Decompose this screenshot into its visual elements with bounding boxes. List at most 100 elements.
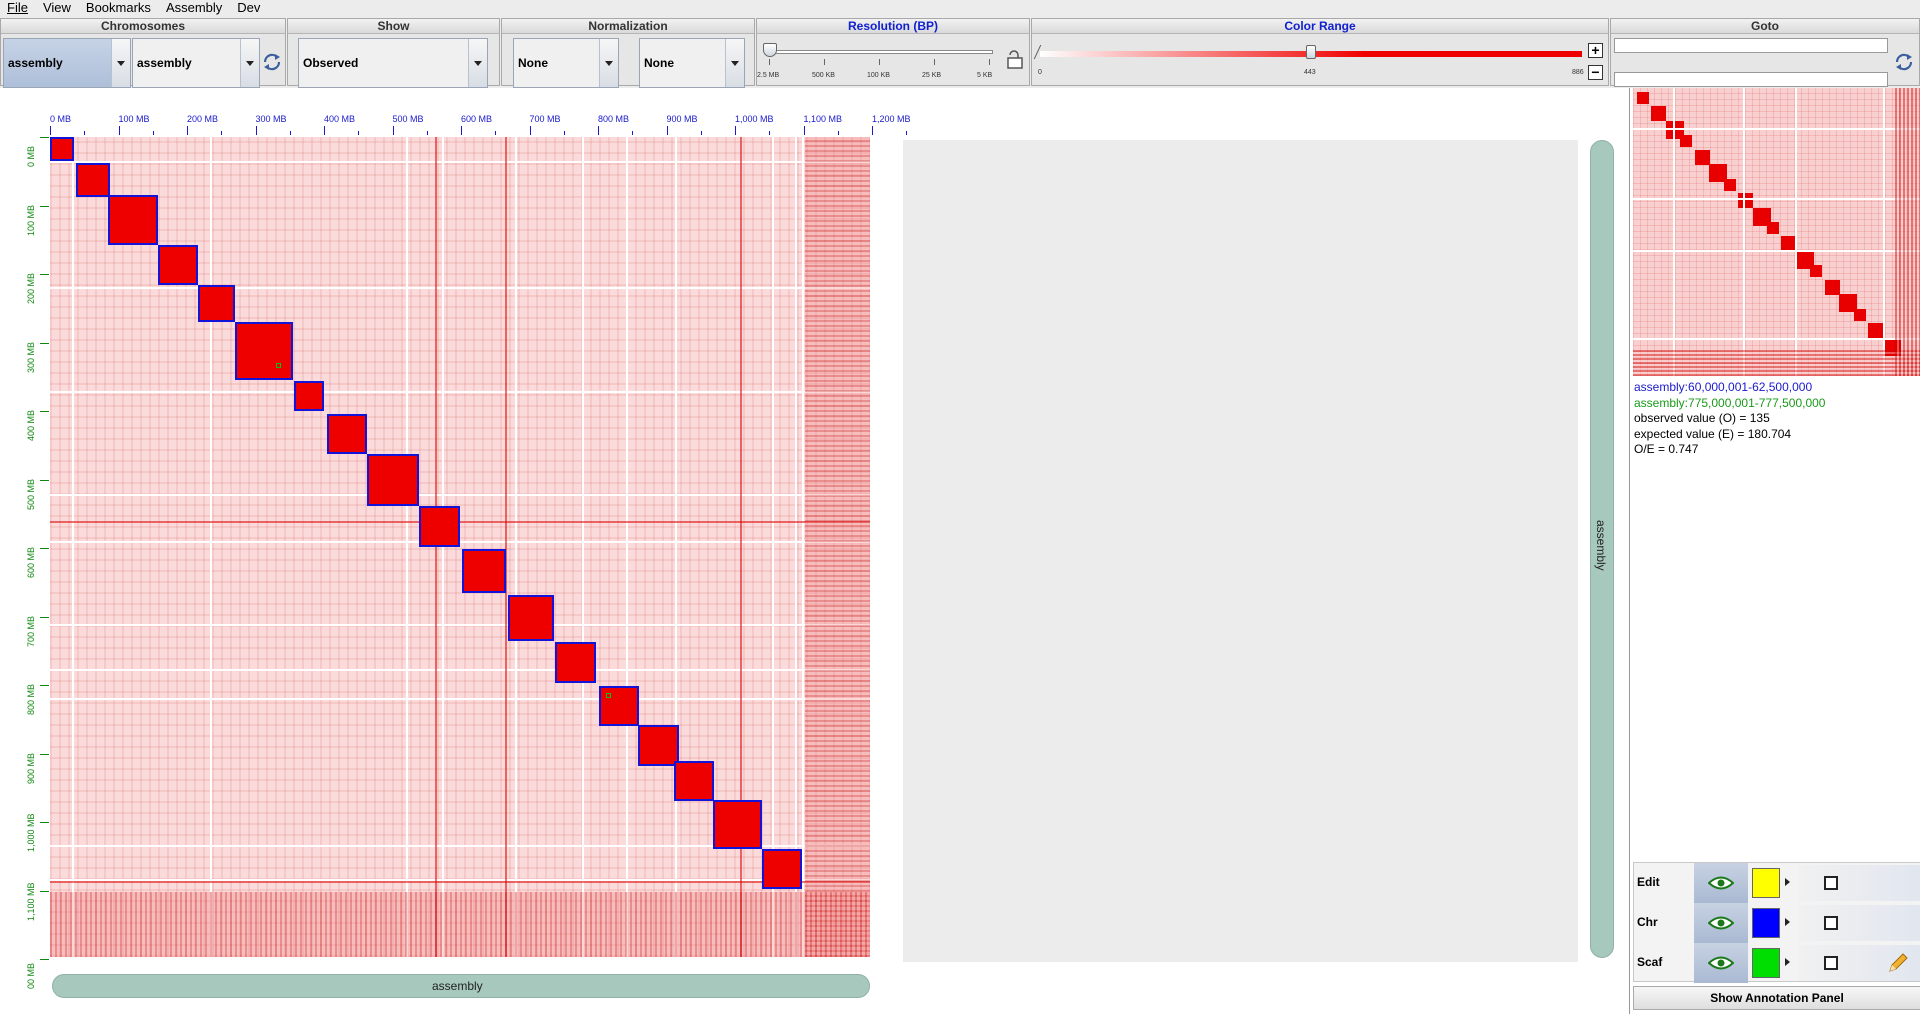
layer-row-chr: Chr [1634, 903, 1920, 943]
menu-bookmarks[interactable]: Bookmarks [79, 1, 159, 15]
white-gap-line [50, 879, 870, 881]
x-tick-mark [872, 126, 873, 135]
y-tick-mark [40, 205, 49, 207]
thumbnail-map[interactable] [1633, 88, 1920, 376]
chromosome-x-select[interactable]: assembly [3, 38, 131, 88]
resolution-tick-mark [989, 59, 990, 65]
show-group: Show Observed [287, 18, 500, 88]
layer-toggle-cell [1798, 865, 1920, 901]
scaffold-block[interactable] [713, 800, 762, 849]
chevron-down-icon[interactable] [725, 39, 744, 87]
scaffold-block[interactable] [508, 595, 554, 641]
refresh-icon[interactable] [261, 51, 283, 73]
eye-icon[interactable] [1694, 903, 1748, 943]
unlock-icon[interactable] [1006, 49, 1024, 69]
goto-title: Goto [1611, 19, 1919, 34]
contact-stripe [50, 521, 870, 523]
white-gap-line [515, 137, 517, 957]
scaffold-block[interactable] [235, 322, 293, 380]
y-chromosome-rail[interactable] [1590, 140, 1614, 958]
x-tick-mark [255, 126, 257, 135]
resolution-tick-label: 25 KB [922, 72, 942, 79]
layer-row-scaf: Scaf [1634, 943, 1920, 983]
scaffold-block[interactable] [419, 506, 460, 547]
x-chromosome-rail[interactable] [52, 974, 870, 998]
thumbnail-block [1637, 92, 1649, 104]
scaffold-block[interactable] [327, 414, 367, 454]
scaffold-block[interactable] [762, 849, 802, 889]
contact-map[interactable] [50, 137, 870, 957]
x-tick-mark [803, 126, 805, 135]
cursor-marker [276, 363, 281, 368]
thumbnail-block [1853, 308, 1866, 321]
scaffold-block[interactable] [599, 686, 639, 726]
white-gap-line [50, 391, 870, 393]
x-minor-tick-mark [358, 131, 360, 135]
layer-checkbox[interactable] [1824, 876, 1838, 890]
menu-assembly[interactable]: Assembly [159, 1, 230, 15]
refresh-icon[interactable] [1893, 51, 1915, 73]
pencil-icon[interactable] [1886, 951, 1910, 975]
scaffold-block[interactable] [462, 549, 506, 593]
heatmap-area: assembly assembly 0 MB 100 MB 200 MB 300 MB… [0, 88, 1620, 1014]
scaffold-block[interactable] [76, 163, 110, 197]
expand-arrow-icon[interactable] [1785, 918, 1790, 926]
chromosome-y-select[interactable]: assembly [132, 38, 260, 88]
scaffold-block[interactable] [198, 285, 235, 322]
eye-icon[interactable] [1694, 863, 1748, 903]
x-tick-label: 600 MB [461, 114, 493, 124]
x-tick-label: 1,000 MB [735, 114, 774, 124]
normalization-select-2[interactable]: None [639, 38, 745, 88]
scaffold-block[interactable] [367, 454, 419, 506]
thumbnail-block [1824, 279, 1840, 295]
display-mode-select[interactable]: Observed [298, 38, 488, 88]
layer-color-swatch[interactable] [1752, 908, 1780, 938]
y-tick-mark [40, 753, 49, 755]
scaffold-block[interactable] [50, 137, 74, 161]
menu-dev[interactable]: Dev [230, 1, 268, 15]
x-tick-label: 400 MB [324, 114, 356, 124]
layer-color-swatch[interactable] [1752, 868, 1780, 898]
color-range-minus-button[interactable]: − [1588, 65, 1603, 80]
expand-arrow-icon[interactable] [1785, 878, 1790, 886]
eye-icon[interactable] [1694, 943, 1748, 983]
x-minor-tick-mark [221, 131, 223, 135]
color-range-mid-label: 443 [1304, 69, 1316, 76]
layer-row-edit: Edit [1634, 863, 1920, 903]
thumbnail-block [1709, 164, 1728, 183]
goto-x-input[interactable] [1614, 38, 1888, 53]
scaffold-block[interactable] [294, 381, 324, 411]
scaffold-block[interactable] [555, 642, 596, 683]
chevron-down-icon[interactable] [111, 39, 130, 87]
layer-color-swatch[interactable] [1752, 948, 1780, 978]
color-range-max-label: 886 [1572, 69, 1584, 76]
thumbnail-block [1810, 265, 1823, 278]
chevron-down-icon[interactable] [599, 39, 618, 87]
scaffold-block[interactable] [674, 761, 714, 801]
normalization-select-1[interactable]: None [513, 38, 619, 88]
resolution-slider-track[interactable] [769, 50, 993, 54]
y-tick-mark [40, 685, 49, 686]
layer-checkbox[interactable] [1824, 956, 1838, 970]
resolution-slider-thumb[interactable] [763, 43, 777, 57]
chevron-down-icon[interactable] [468, 39, 487, 87]
color-range-plus-button[interactable]: + [1588, 43, 1603, 58]
chevron-down-icon[interactable] [240, 39, 259, 87]
menu-view[interactable]: View [36, 1, 79, 15]
scaffold-block[interactable] [158, 245, 198, 285]
y-tick-label: 00 MB [26, 962, 36, 989]
goto-y-input[interactable] [1614, 72, 1888, 87]
x-minor-tick-mark [563, 131, 565, 135]
y-tick-label: 600 MB [26, 546, 36, 578]
hover-y-region: assembly:775,000,001-777,500,000 [1634, 395, 1826, 410]
expand-arrow-icon[interactable] [1785, 958, 1790, 966]
scaffold-block[interactable] [638, 725, 679, 766]
chromosomes-title: Chromosomes [1, 19, 285, 34]
scaffold-block[interactable] [108, 195, 158, 245]
color-range-thumb[interactable] [1306, 45, 1316, 59]
contact-stripe [435, 137, 437, 957]
y-tick-mark [40, 274, 49, 275]
layer-checkbox[interactable] [1824, 916, 1838, 930]
show-annotation-panel-button[interactable]: Show Annotation Panel [1633, 986, 1920, 1010]
menu-file[interactable]: File [0, 1, 36, 15]
